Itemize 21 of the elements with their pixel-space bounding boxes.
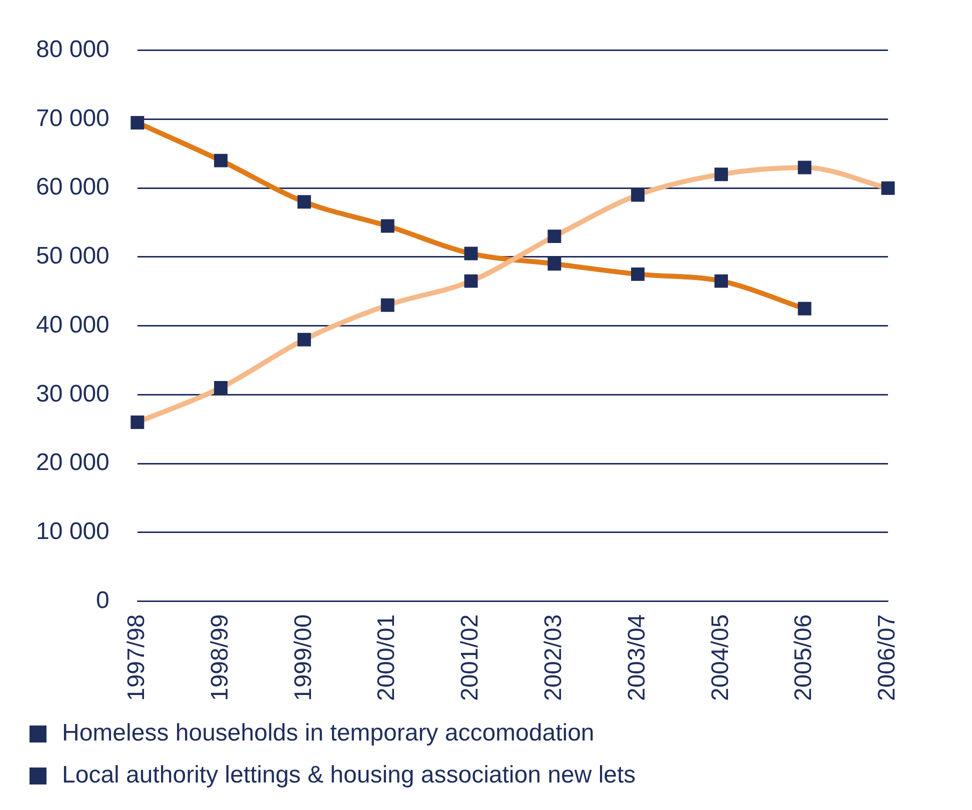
x-tick-label: 1998/99 xyxy=(206,614,234,702)
legend-label: Homeless households in temporary accomodation xyxy=(62,720,594,747)
x-tick-label: 2000/01 xyxy=(373,614,400,702)
y-tick-label: 20 000 xyxy=(36,449,110,476)
y-tick-label: 0 xyxy=(96,586,110,614)
x-tick-label: 1999/00 xyxy=(290,614,317,702)
y-tick-label: 50 000 xyxy=(36,242,110,270)
y-tick-label: 40 000 xyxy=(36,311,110,338)
legend-label: Local authority lettings & housing association new lets xyxy=(62,762,636,789)
y-tick-label: 30 000 xyxy=(36,380,110,408)
y-tick-label: 70 000 xyxy=(36,104,110,132)
y-tick-label: 10 000 xyxy=(36,518,110,546)
x-tick-label: 2001/02 xyxy=(456,614,484,702)
x-tick-label: 2002/03 xyxy=(540,614,568,702)
y-tick-label: 80 000 xyxy=(36,36,110,64)
x-tick-label: 2003/04 xyxy=(623,614,650,702)
x-tick-label: 2004/05 xyxy=(706,614,734,702)
y-tick-label: 60 000 xyxy=(36,174,110,201)
x-tick-label: 1997/98 xyxy=(123,614,150,702)
x-tick-label: 2006/07 xyxy=(874,614,901,702)
x-tick-label: 2005/06 xyxy=(790,614,818,702)
